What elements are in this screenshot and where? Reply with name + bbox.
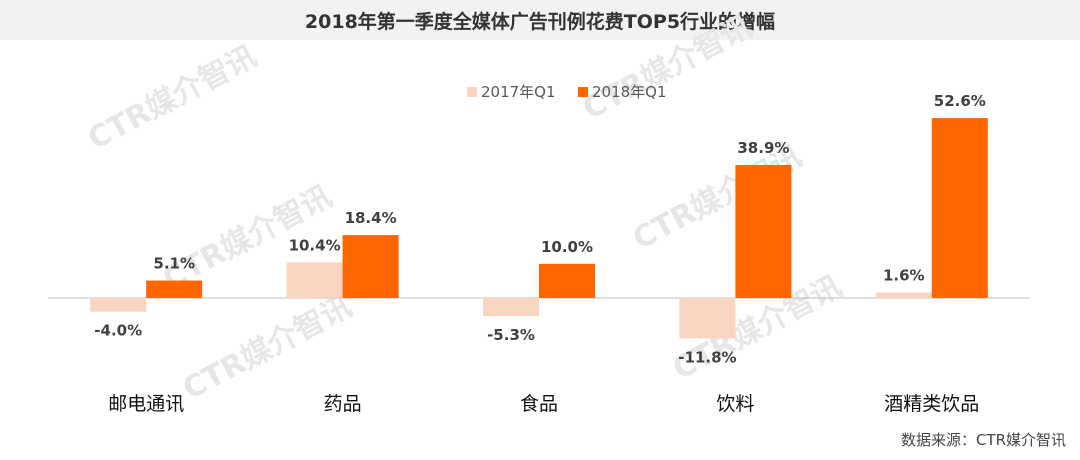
category-labels-group: 邮电通讯 药品 食品 饮料 酒精类饮品	[108, 393, 979, 415]
data-label-2017-1: 10.4%	[289, 236, 341, 254]
bar-2018-3	[735, 164, 792, 298]
source-note: 数据来源：CTR媒介智讯	[900, 431, 1066, 449]
bars-group	[90, 118, 988, 339]
category-label-2: 食品	[520, 393, 558, 415]
bar-2017-3	[679, 298, 736, 339]
bar-2017-0	[90, 298, 147, 312]
data-label-2017-2: -5.3%	[487, 326, 535, 344]
bar-2017-1	[286, 262, 343, 298]
category-label-4: 酒精类饮品	[884, 393, 979, 415]
data-label-2017-3: -11.8%	[678, 348, 736, 366]
data-label-2018-3: 38.9%	[737, 139, 789, 157]
title-bar: 2018年第一季度全媒体广告刊例花费TOP5行业的增幅	[0, 0, 1080, 40]
legend: 2017年Q1 2018年Q1	[467, 83, 667, 101]
category-label-1: 药品	[324, 393, 362, 415]
data-label-2018-4: 52.6%	[934, 92, 986, 110]
bar-2018-1	[342, 235, 399, 298]
legend-label-2017: 2017年Q1	[481, 83, 556, 101]
bar-2018-2	[539, 263, 595, 298]
data-label-2017-0: -4.0%	[94, 322, 142, 340]
data-label-2018-2: 10.0%	[541, 238, 593, 256]
data-label-2018-0: 5.1%	[153, 255, 195, 273]
data-label-2018-1: 18.4%	[345, 209, 397, 227]
category-label-3: 饮料	[716, 393, 754, 415]
watermark-text: CTR媒介智讯	[577, 9, 757, 127]
category-label-0: 邮电通讯	[108, 393, 184, 415]
bar-2018-0	[146, 280, 203, 298]
watermark-text: CTR媒介智讯	[177, 289, 357, 407]
legend-swatch-2018	[578, 87, 588, 97]
bar-2017-2	[483, 298, 539, 317]
legend-label-2018: 2018年Q1	[592, 83, 667, 101]
chart-title: 2018年第一季度全媒体广告刊例花费TOP5行业的增幅	[304, 10, 776, 33]
data-label-2017-4: 1.6%	[883, 267, 925, 285]
watermark-text: CTR媒介智讯	[82, 39, 262, 157]
legend-swatch-2017	[467, 87, 477, 97]
bar-2017-4	[875, 292, 932, 298]
data-labels-group: -4.0% 5.1% 10.4%18.4% -5.3% 10.0% -11.8% 38.9%…	[94, 92, 986, 366]
bar-2018-4	[931, 118, 988, 298]
